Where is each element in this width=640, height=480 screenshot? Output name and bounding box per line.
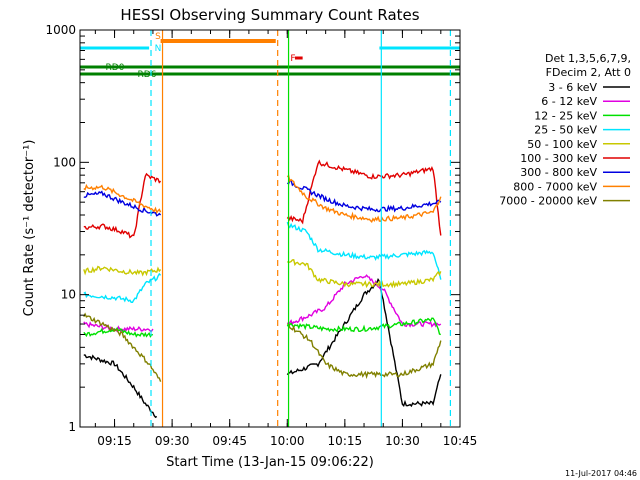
- chart-title: HESSI Observing Summary Count Rates: [120, 6, 419, 24]
- series-line-8-seg-0: [83, 312, 162, 382]
- x-tick-label-5: 10:30: [385, 434, 420, 448]
- status-bar-4: [80, 72, 460, 76]
- legend-entry-4: 50 - 100 keV: [527, 138, 597, 151]
- y-tick-label-1: 10: [61, 288, 76, 302]
- series-line-3-seg-0: [83, 272, 162, 303]
- series-line-3-seg-1: [286, 221, 442, 280]
- status-bar-1: [80, 46, 150, 50]
- legend-entry-1: 6 - 12 keV: [541, 95, 597, 108]
- y-axis-label: Count Rate (s⁻¹ detector⁻¹): [22, 140, 37, 317]
- legend-entry-3: 25 - 50 keV: [534, 124, 597, 137]
- y-tick-label-3: 1000: [45, 23, 76, 37]
- status-label-1: N: [155, 44, 162, 54]
- x-tick-label-2: 09:45: [212, 434, 247, 448]
- y-tick-label-0: 1: [68, 420, 76, 434]
- x-axis-label: Start Time (13-Jan-15 09:06:22): [166, 455, 374, 470]
- legend-entry-2: 12 - 25 keV: [534, 109, 597, 122]
- series-line-2-seg-1: [286, 317, 442, 336]
- legend-entry-5: 100 - 300 keV: [520, 152, 597, 165]
- x-tick-label-3: 10:00: [270, 434, 305, 448]
- status-label-3: RD0: [106, 63, 125, 73]
- series-line-1-seg-0: [83, 321, 154, 333]
- y-tick-label-2: 100: [53, 155, 76, 169]
- status-label-5: F: [290, 54, 295, 64]
- series-line-6-seg-0: [83, 190, 162, 217]
- legend-entry-0: 3 - 6 keV: [548, 81, 597, 94]
- plot-frame: [79, 29, 461, 428]
- series-line-0-seg-0: [83, 354, 158, 419]
- x-tick-label-6: 10:45: [443, 434, 478, 448]
- series-line-5-seg-1: [286, 159, 442, 236]
- series-line-5-seg-0: [83, 172, 162, 239]
- legend-entry-6: 300 - 800 keV: [520, 166, 597, 179]
- status-label-0: S: [155, 32, 161, 42]
- series-line-8-seg-1: [287, 323, 442, 380]
- status-bar-2: [379, 46, 460, 50]
- status-bar-3: [80, 65, 460, 69]
- footer-timestamp: 11-Jul-2017 04:46: [565, 469, 637, 478]
- legend-entry-7: 800 - 7000 keV: [513, 180, 597, 193]
- series-line-4-seg-0: [83, 265, 162, 277]
- legend-title-line-0: Det 1,3,5,6,7,9,: [545, 52, 631, 65]
- status-label-4: RD6: [138, 70, 157, 80]
- status-bar-0: [160, 39, 276, 43]
- legend-title-line-1: FDecim 2, Att 0: [546, 66, 631, 79]
- series-line-7-seg-1: [286, 174, 442, 224]
- series-line-6-seg-1: [286, 179, 442, 213]
- x-tick-label-4: 10:15: [328, 434, 363, 448]
- x-tick-label-0: 09:15: [97, 434, 132, 448]
- legend-entry-8: 7000 - 20000 keV: [499, 195, 597, 208]
- series-line-7-seg-0: [83, 183, 162, 214]
- series-line-4-seg-1: [286, 259, 442, 289]
- status-bar-5: [294, 56, 303, 60]
- series-line-0-seg-1: [286, 278, 442, 408]
- x-tick-label-1: 09:30: [155, 434, 190, 448]
- series-line-2-seg-0: [83, 327, 154, 338]
